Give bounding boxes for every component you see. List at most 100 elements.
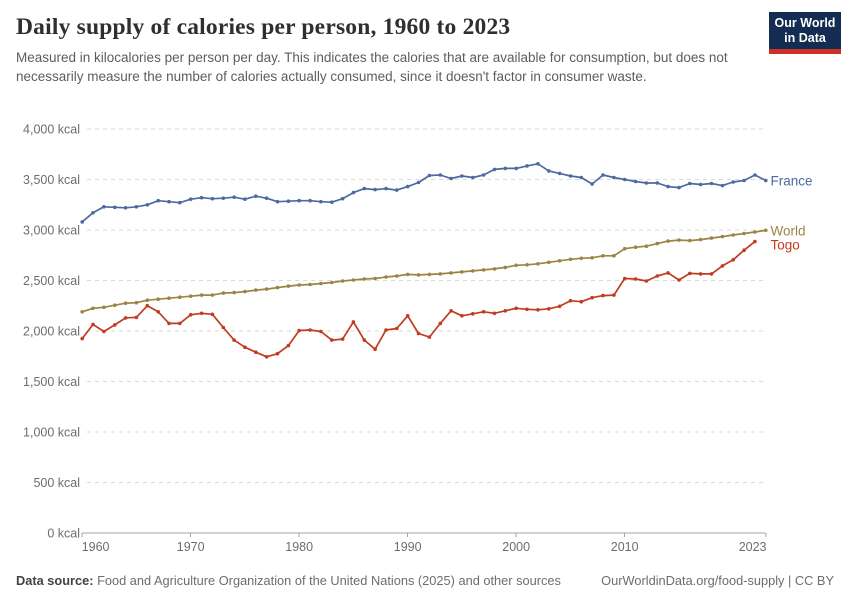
france-point	[232, 195, 236, 199]
togo-point	[568, 298, 573, 303]
world-point	[373, 276, 377, 281]
togo-label[interactable]: Togo	[771, 237, 800, 252]
y-axis-tick-label: 2,500 kcal	[23, 274, 80, 288]
world-point	[243, 289, 247, 294]
togo-point	[731, 258, 735, 262]
owid-logo-line1: Our World	[774, 16, 836, 30]
world-point	[395, 274, 399, 278]
world-point	[156, 297, 160, 301]
togo-point	[720, 264, 725, 268]
world-point	[764, 228, 768, 233]
togo-point	[254, 350, 258, 354]
world-point	[568, 257, 573, 262]
togo-point	[601, 293, 605, 298]
france-line[interactable]	[81, 162, 767, 223]
france-point	[503, 166, 508, 171]
france-point	[601, 173, 605, 177]
togo-point	[188, 313, 193, 317]
france-point	[764, 178, 768, 183]
togo-point	[449, 309, 453, 313]
world-point	[167, 296, 171, 300]
togo-point	[514, 306, 518, 311]
world-point	[308, 282, 312, 287]
togo-point	[547, 307, 551, 311]
togo-point	[319, 329, 323, 334]
togo-point	[753, 239, 757, 244]
world-point	[557, 259, 562, 263]
world-point	[113, 303, 117, 307]
togo-point	[492, 311, 497, 316]
france-point	[688, 181, 692, 186]
y-axis-tick-label: 2,000 kcal	[23, 325, 80, 339]
y-axis-tick-label: 4,000 kcal	[23, 123, 80, 137]
world-point	[351, 278, 356, 282]
togo-point	[102, 329, 106, 334]
footer-link[interactable]: OurWorldinData.org/food-supply | CC BY	[601, 573, 834, 588]
chart-plot-area: 0 kcal 500 kcal 1,000 kcal 1,500 kcal 2,000 …	[0, 110, 850, 562]
world-point	[525, 263, 529, 267]
togo-point	[644, 279, 649, 283]
world-point	[264, 287, 269, 291]
france-point	[579, 175, 584, 180]
france-point	[471, 175, 475, 180]
x-axis-tick-label: 1990	[394, 540, 422, 554]
togo-point	[275, 351, 280, 356]
france-point	[438, 173, 443, 177]
togo-point	[167, 321, 171, 326]
world-point	[742, 231, 746, 236]
france-point	[373, 187, 377, 192]
world-point	[438, 272, 443, 276]
togo-point	[666, 271, 670, 275]
world-line[interactable]	[81, 229, 767, 313]
world-point	[633, 245, 638, 249]
world-point	[666, 239, 670, 243]
data-source-text: Food and Agriculture Organization of the…	[93, 573, 561, 588]
france-point	[91, 211, 95, 215]
france-point	[340, 196, 345, 201]
world-point	[384, 275, 388, 279]
france-point	[199, 195, 204, 200]
world-label[interactable]: World	[771, 223, 806, 238]
france-point	[644, 181, 649, 185]
owid-logo[interactable]: Our World in Data	[769, 12, 841, 54]
france-point	[568, 174, 573, 178]
world-point	[579, 256, 584, 261]
world-point	[688, 238, 692, 243]
world-point	[340, 279, 345, 283]
france-point	[677, 185, 681, 190]
togo-point	[384, 328, 388, 332]
france-point	[460, 174, 464, 178]
world-point	[449, 271, 453, 275]
y-axis-tick-label: 1,500 kcal	[23, 375, 80, 389]
togo-point	[178, 321, 182, 326]
world-point	[80, 310, 84, 314]
france-point	[612, 175, 616, 180]
togo-point	[677, 278, 681, 282]
chart-subtitle: Measured in kilocalories per person per …	[16, 50, 728, 85]
togo-line[interactable]	[81, 240, 756, 358]
france-point	[514, 166, 518, 171]
world-point	[709, 236, 714, 240]
togo-point	[373, 347, 377, 351]
y-axis-tick-label: 3,000 kcal	[23, 224, 80, 238]
togo-point	[622, 276, 627, 281]
france-point	[416, 180, 421, 185]
france-label[interactable]: France	[771, 174, 813, 189]
france-point	[536, 162, 540, 166]
togo-point	[416, 331, 421, 336]
togo-point	[113, 323, 117, 327]
x-axis-tick-label: 2023	[739, 540, 767, 554]
chart-canvas[interactable]: 0 kcal 500 kcal 1,000 kcal 1,500 kcal 2,000 …	[0, 110, 850, 562]
france-point	[557, 171, 562, 176]
world-point	[188, 294, 193, 298]
france-point	[362, 186, 367, 191]
france-point	[243, 197, 247, 201]
world-point	[731, 233, 735, 237]
france-point	[405, 184, 410, 189]
togo-point	[460, 314, 464, 318]
togo-point	[709, 272, 714, 276]
france-point	[698, 182, 703, 187]
france-point	[753, 173, 757, 177]
togo-point	[156, 310, 160, 314]
togo-point	[438, 321, 443, 326]
